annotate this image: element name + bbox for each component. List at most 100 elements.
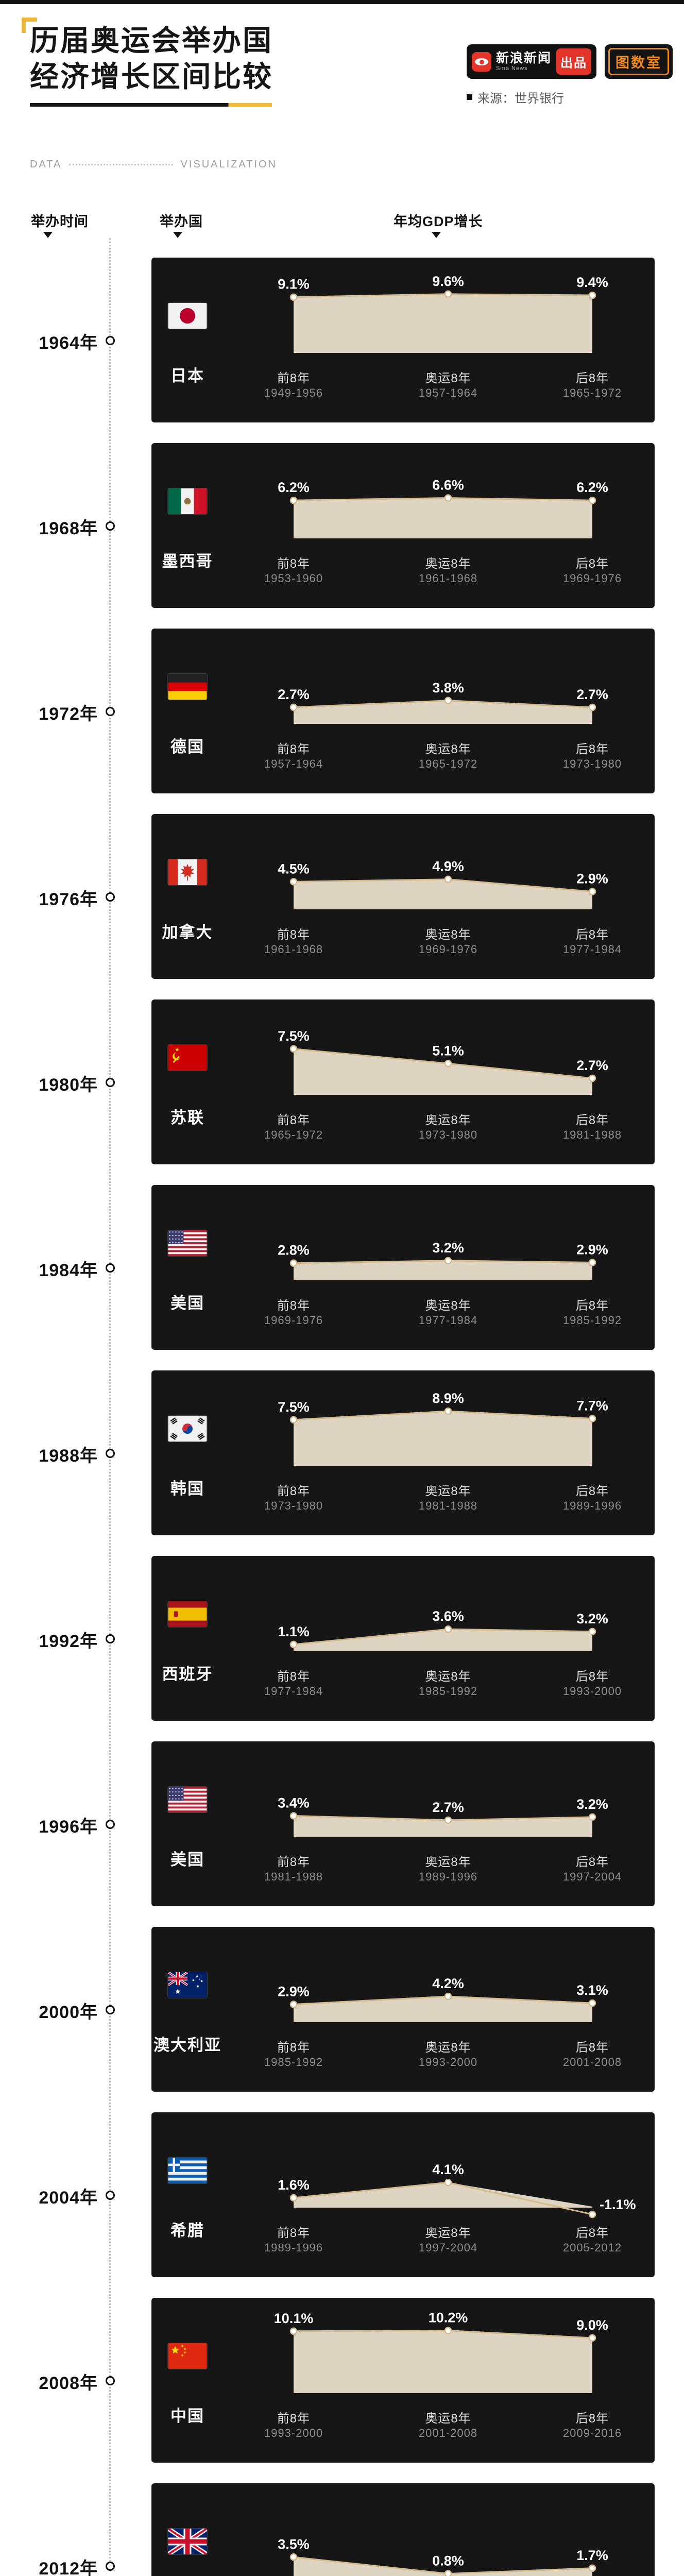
period-range: 1969-1976	[264, 1314, 323, 1327]
timeline-year: 1992年	[39, 1632, 98, 1651]
period-label: 后8年	[575, 2412, 609, 2426]
value-label: 3.8%	[432, 680, 464, 696]
chart-point	[588, 1628, 596, 1636]
column-arrow-icon	[43, 232, 53, 238]
period-range: 1973-1980	[264, 1499, 323, 1512]
source-text: 来源：世界银行	[477, 92, 564, 106]
value-label: 4.5%	[278, 861, 310, 876]
timeline-dot-icon	[106, 707, 115, 716]
chart-point	[289, 293, 298, 301]
flag-de-icon	[168, 674, 207, 700]
chart-point	[588, 2210, 596, 2218]
period-label: 后8年	[575, 742, 609, 756]
period-label: 后8年	[575, 1299, 609, 1313]
timeline-dot-icon	[106, 2562, 115, 2571]
period-label: 前8年	[277, 1484, 311, 1498]
country-label: 希腊	[170, 2222, 204, 2240]
value-label: 2.7%	[278, 687, 310, 702]
page-title: 历届奥运会举办国 经济增长区间比较	[30, 23, 273, 95]
chart-point	[289, 2327, 298, 2335]
timeline-year: 1972年	[39, 704, 98, 724]
period-label: 前8年	[277, 1113, 311, 1127]
gdp-trend-chart: 4.5% 4.9% 2.9%	[278, 859, 608, 909]
timeline-dot-icon	[106, 1449, 115, 1458]
chart-point	[588, 1415, 596, 1422]
country-label: 韩国	[170, 1480, 204, 1498]
value-label: 2.8%	[278, 1243, 310, 1258]
period-label: 后8年	[575, 2041, 609, 2055]
country-label: 澳大利亚	[153, 2036, 221, 2054]
period-range: 2001-2008	[562, 2056, 622, 2069]
country-card: 西班牙 1.1% 3.6% 3.2% 前8年 1977-1984 奥运8年 1985-1992…	[151, 1556, 655, 1721]
period-label: 前8年	[277, 371, 311, 385]
period-label: 后8年	[575, 1113, 609, 1127]
value-label: 7.5%	[278, 1399, 310, 1415]
chart-point	[588, 496, 596, 504]
period-label: 奥运8年	[425, 742, 471, 756]
period-range: 1977-1984	[418, 1314, 478, 1327]
timeline-dot-icon	[106, 2191, 115, 2200]
timeline-year: 2004年	[39, 2188, 98, 2208]
value-label: 6.2%	[278, 480, 310, 495]
value-label: 3.2%	[432, 1240, 464, 1256]
chart-area	[294, 498, 592, 538]
period-label: 后8年	[575, 928, 609, 942]
value-label: 9.4%	[576, 275, 608, 290]
column-header-gdp: 年均GDP增长	[394, 214, 483, 229]
column-header-country: 举办国	[160, 214, 203, 229]
flag-ca-icon	[168, 859, 207, 885]
country-card: 加拿大 4.5% 4.9% 2.9% 前8年 1961-1968 奥运8年 1969-1976…	[151, 814, 655, 979]
column-arrow-icon	[173, 232, 182, 238]
period-range: 1977-1984	[264, 1685, 323, 1698]
value-label: 3.2%	[576, 1611, 608, 1626]
value-label: 4.1%	[432, 2162, 464, 2177]
title-underline	[30, 103, 272, 107]
period-range: 1993-2000	[562, 1685, 622, 1698]
produce-badge: 出品	[556, 48, 591, 75]
value-label: 9.6%	[432, 274, 464, 289]
period-label: 奥运8年	[425, 928, 471, 942]
sina-name: 新浪新闻	[495, 50, 552, 65]
timeline-year: 2000年	[39, 2003, 98, 2022]
title-accent-icon	[22, 18, 37, 33]
chart-area	[294, 1411, 592, 1466]
chart-area	[294, 879, 592, 909]
period-range: 1961-1968	[264, 943, 323, 956]
period-range: 1973-1980	[418, 1128, 478, 1141]
chart-area	[294, 294, 592, 353]
flag-es-icon	[168, 1601, 207, 1627]
chart-point	[289, 2001, 298, 2008]
value-label: 5.1%	[432, 1043, 464, 1058]
flag-mx-icon	[168, 488, 207, 514]
gdp-trend-chart: 7.5% 8.9% 7.7%	[278, 1391, 608, 1466]
title-line-2: 经济增长区间比较	[30, 60, 273, 93]
country-label: 中国	[170, 2407, 204, 2425]
value-label: 1.1%	[278, 1624, 310, 1639]
period-label: 后8年	[575, 371, 609, 385]
flag-jp-icon	[168, 303, 207, 329]
chart-point	[588, 2334, 596, 2342]
timeline-dot-icon	[106, 892, 115, 902]
chart-point	[444, 2570, 452, 2576]
country-card: 韩国 7.5% 8.9% 7.7% 前8年 1973-1980 奥运8年 1981-1988 后…	[151, 1370, 655, 1535]
tushushi-logo: 图数室	[605, 44, 673, 79]
chart-point	[444, 1257, 452, 1265]
period-range: 1985-1992	[418, 1685, 478, 1698]
tushushi-logo-text: 图数室	[608, 48, 669, 75]
value-label: 3.6%	[432, 1608, 464, 1624]
chart-area	[294, 1260, 592, 1280]
period-label: 前8年	[277, 1670, 311, 1684]
flag-kr-icon	[168, 1416, 207, 1442]
period-range: 2005-2012	[562, 2241, 622, 2254]
chart-area	[294, 1996, 592, 2022]
period-range: 1981-1988	[562, 1128, 622, 1141]
sina-eye-icon	[471, 52, 491, 72]
period-label: 奥运8年	[425, 557, 471, 571]
chart-point	[444, 1992, 452, 2001]
period-label: 前8年	[277, 557, 311, 571]
chart-point	[444, 875, 452, 883]
chart-point	[444, 1060, 452, 1067]
period-label: 奥运8年	[425, 371, 471, 385]
deco-row: DATA VISUALIZATION	[30, 159, 277, 171]
period-range: 1989-1996	[264, 2241, 323, 2254]
